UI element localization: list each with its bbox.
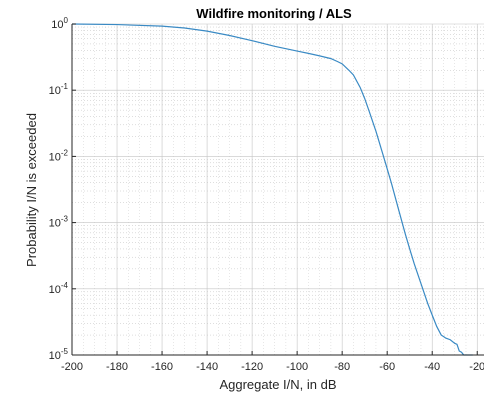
y-tick-label: 100 — [51, 16, 68, 31]
x-tick-label: -200 — [61, 361, 83, 373]
series-line — [71, 23, 473, 356]
x-tick-label: -40 — [424, 361, 440, 373]
x-tick-label: -160 — [151, 361, 173, 373]
x-tick-label: -20 — [469, 361, 484, 373]
y-axis-label: Probability I/N is exceeded — [24, 113, 39, 267]
x-tick-label: -140 — [196, 361, 218, 373]
x-axis-ticks: -200 -180 -160 -140 -120 -100 -80 -60 -40 -20 — [61, 351, 484, 373]
y-tick-label: 10-4 — [49, 281, 69, 296]
y-tick-label: 10-5 — [49, 347, 69, 362]
chart-title: Wildfire monitoring / ALS — [196, 6, 352, 21]
x-tick-label: -120 — [241, 361, 263, 373]
y-tick-label: 10-2 — [49, 148, 69, 163]
x-tick-label: -100 — [286, 361, 308, 373]
y-tick-label: 10-1 — [49, 82, 69, 97]
x-tick-label: -80 — [334, 361, 350, 373]
x-tick-label: -180 — [106, 361, 128, 373]
x-axis-label: Aggregate I/N, in dB — [219, 377, 336, 392]
plot-area — [72, 24, 484, 355]
y-tick-label: 10-3 — [49, 215, 69, 230]
axes-lines — [71, 24, 484, 356]
x-tick-label: -60 — [379, 361, 395, 373]
minor-grid — [72, 24, 484, 355]
y-axis-ticks: 10-5 10-4 10-3 10-2 10-1 100 — [49, 16, 76, 362]
